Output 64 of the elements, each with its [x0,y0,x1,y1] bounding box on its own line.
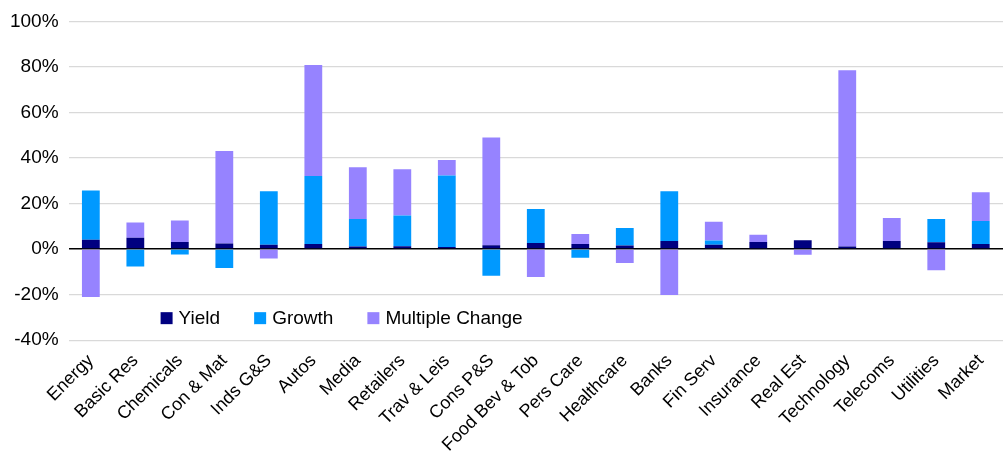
bar [170,249,189,255]
bar [482,137,501,246]
bar [571,249,590,258]
bar [927,219,946,243]
bar [882,240,901,249]
legend-label: Growth [272,307,334,329]
bar [882,217,901,241]
bar [660,240,679,249]
bar [126,237,145,249]
bar [526,242,545,249]
bar [571,234,590,245]
bar [704,221,723,241]
y-tick-label: -20% [14,282,59,304]
bar [927,242,946,249]
bar [348,219,367,247]
legend-label: Multiple Change [385,307,523,329]
bar [170,220,189,243]
y-tick-label: 20% [20,191,59,213]
bar [259,191,278,245]
y-tick-label: 40% [20,146,59,168]
bar [170,242,189,249]
bar [793,240,812,249]
bar [838,70,857,247]
bar [393,169,412,216]
bar [615,227,634,246]
bar [304,64,323,176]
bar [126,249,145,267]
bar [615,245,634,249]
bar [571,244,590,249]
bar [660,191,679,241]
y-tick-label: -40% [14,328,59,350]
bar [971,192,990,222]
bar [704,240,723,245]
bar [749,242,768,249]
bar [482,249,501,276]
bar [526,249,545,278]
bar [971,244,990,249]
bar [793,249,812,255]
bar [660,249,679,296]
bar [126,222,145,238]
bar [348,167,367,220]
bar [259,249,278,259]
bar [437,175,456,248]
bar [615,249,634,263]
bar [304,176,323,245]
bar [215,249,234,268]
bar [215,150,234,244]
y-tick-label: 0% [31,237,59,259]
bar [393,246,412,249]
bar [526,209,545,243]
bar [81,190,100,240]
bar [81,239,100,249]
bar [482,245,501,249]
y-tick-label: 60% [20,100,59,122]
y-tick-label: 100% [9,9,59,31]
bar [437,160,456,176]
bar [749,234,768,243]
y-tick-label: 80% [20,55,59,77]
legend-label: Yield [178,307,221,329]
bar [927,249,946,271]
bar [393,215,412,247]
bar [81,249,100,297]
bar [971,221,990,245]
bar [304,244,323,249]
